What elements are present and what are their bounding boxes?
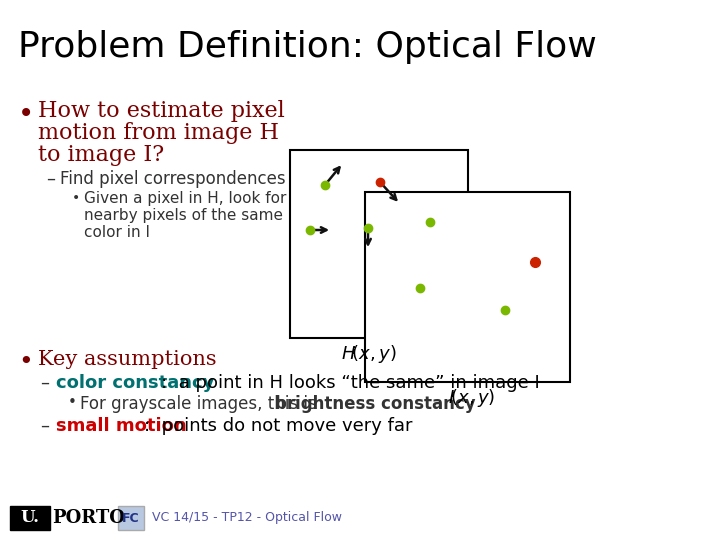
Text: –: – [40, 374, 49, 392]
Text: •: • [18, 100, 35, 128]
Text: to image I?: to image I? [38, 144, 164, 166]
Text: PORTO: PORTO [52, 509, 125, 527]
Text: Given a pixel in H, look for: Given a pixel in H, look for [84, 191, 287, 206]
Text: brightness constancy: brightness constancy [275, 395, 476, 413]
Bar [118, 506, 144, 530]
Text: color in I: color in I [84, 225, 150, 240]
Text: –: – [40, 417, 49, 435]
Text: :  points do not move very far: : points do not move very far [144, 417, 413, 435]
Text: How to estimate pixel: How to estimate pixel [38, 100, 284, 122]
Text: For grayscale images, this is: For grayscale images, this is [80, 395, 322, 413]
Text: •: • [18, 350, 32, 374]
Text: FC: FC [122, 511, 140, 524]
Text: VC 14/15 - TP12 - Optical Flow: VC 14/15 - TP12 - Optical Flow [152, 511, 342, 524]
Text: –: – [46, 170, 55, 188]
Bar [365, 192, 570, 382]
Text: •: • [68, 395, 77, 410]
Bar [10, 506, 50, 530]
Text: small motion: small motion [56, 417, 186, 435]
Text: :  a point in H looks “the same” in image I: : a point in H looks “the same” in image… [161, 374, 540, 392]
Text: •: • [72, 191, 80, 205]
Text: nearby pixels of the same: nearby pixels of the same [84, 208, 283, 223]
Bar [290, 150, 468, 338]
Text: color constancy: color constancy [56, 374, 215, 392]
Text: Problem Definition: Optical Flow: Problem Definition: Optical Flow [18, 30, 597, 64]
Text: Key assumptions: Key assumptions [38, 350, 217, 369]
Text: motion from image H: motion from image H [38, 122, 279, 144]
Text: U.: U. [20, 510, 40, 526]
Text: $I\!\left(x,y\right)$: $I\!\left(x,y\right)$ [449, 387, 495, 409]
Text: Find pixel correspondences: Find pixel correspondences [60, 170, 286, 188]
Text: $H\!\left(x,y\right)$: $H\!\left(x,y\right)$ [341, 343, 397, 365]
